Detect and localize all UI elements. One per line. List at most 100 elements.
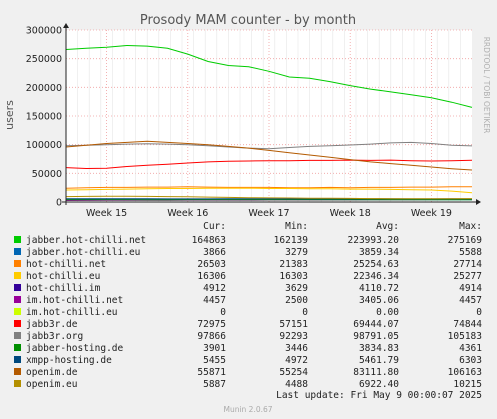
legend-header-max: Max: <box>459 221 482 232</box>
legend-avg-value: 3859.34 <box>359 247 399 258</box>
legend-swatch <box>14 344 21 351</box>
legend-series-name: im.hot-chilli.eu <box>26 307 118 318</box>
x-tick-label: Week 16 <box>167 208 208 219</box>
x-tick-label: Week 18 <box>330 208 371 219</box>
y-axis-arrow <box>63 23 69 28</box>
legend-swatch <box>14 380 21 387</box>
legend-avg-value: 6922.40 <box>359 379 399 390</box>
legend-avg-value: 0.00 <box>376 307 399 318</box>
chart-title: Prosody MAM counter - by month <box>140 13 356 28</box>
legend-max-value: 25277 <box>453 271 482 282</box>
series-line <box>65 159 473 170</box>
legend-avg-value: 83111.80 <box>353 367 399 378</box>
legend-cur-value: 3866 <box>203 247 226 258</box>
series-line <box>65 187 473 194</box>
legend-series-name: jabb3r.de <box>26 319 78 330</box>
legend-series-name: hot-chilli.eu <box>26 271 100 282</box>
legend-series-name: hot-chilli.net <box>26 259 106 270</box>
series-line <box>65 141 473 150</box>
legend-cur-value: 4912 <box>203 283 226 294</box>
legend-header-avg: Avg: <box>376 221 399 232</box>
legend-cur-value: 16306 <box>197 271 226 282</box>
legend-swatch <box>14 332 21 339</box>
y-tick-label: 300000 <box>26 26 62 37</box>
legend-series-name: jabber-hosting.de <box>26 343 124 354</box>
legend-cur-value: 0 <box>220 307 226 318</box>
legend-max-value: 4914 <box>459 283 482 294</box>
legend-min-value: 21383 <box>279 259 308 270</box>
series-line <box>65 44 473 108</box>
x-axis-ticks: Week 15 Week 16 Week 17 Week 18 Week 19 <box>86 208 452 219</box>
legend-series-name: im.hot-chilli.net <box>26 295 123 306</box>
legend-series-name: jabber.hot-chilli.eu <box>26 247 140 258</box>
legend-series-name: openim.de <box>26 367 78 378</box>
legend-max-value: 275169 <box>448 235 483 246</box>
legend-swatch <box>14 236 21 243</box>
series-line <box>65 186 472 189</box>
footer: Munin 2.0.67 <box>223 405 272 414</box>
y-tick-label: 150000 <box>26 112 62 123</box>
legend-max-value: 10215 <box>453 379 482 390</box>
legend-avg-value: 3834.83 <box>359 343 399 354</box>
legend-min-value: 3629 <box>285 283 308 294</box>
legend-swatch <box>14 356 21 363</box>
legend-min-value: 2500 <box>285 295 308 306</box>
x-tick-label: Week 15 <box>86 208 127 219</box>
legend-cur-value: 55871 <box>197 367 226 378</box>
x-tick-label: Week 17 <box>248 208 289 219</box>
legend-avg-value: 25254.63 <box>353 259 399 270</box>
legend-max-value: 5588 <box>459 247 482 258</box>
legend-max-value: 74844 <box>453 319 482 330</box>
plot-area <box>66 30 472 202</box>
y-tick-label: 250000 <box>26 54 62 65</box>
legend-min-value: 57151 <box>279 319 308 330</box>
legend-avg-value: 3405.06 <box>359 295 399 306</box>
legend-header-cur: Cur: <box>203 221 226 232</box>
legend-cur-value: 26503 <box>197 259 226 270</box>
legend-min-value: 16303 <box>279 271 308 282</box>
legend-series-name: jabb3r.org <box>26 331 83 342</box>
legend-cur-value: 4457 <box>203 295 226 306</box>
legend-header-min: Min: <box>285 221 308 232</box>
legend-swatch <box>14 308 21 315</box>
legend-min-value: 4488 <box>285 379 308 390</box>
legend-cur-value: 72975 <box>197 319 226 330</box>
grid <box>66 29 472 202</box>
legend-series-name: jabber.hot-chilli.net <box>26 235 146 246</box>
legend-series-name: xmpp-hosting.de <box>26 355 112 366</box>
x-tick-label: Week 19 <box>411 208 452 219</box>
y-tick-label: 0 <box>56 198 62 209</box>
legend-cur-value: 97866 <box>197 331 226 342</box>
y-tick-label: 100000 <box>26 140 62 151</box>
y-tick-label: 200000 <box>26 83 62 94</box>
legend-min-value: 3279 <box>285 247 308 258</box>
legend-swatch <box>14 248 21 255</box>
legend-avg-value: 69444.07 <box>353 319 399 330</box>
legend-min-value: 3446 <box>285 343 308 354</box>
legend-avg-value: 4110.72 <box>359 283 399 294</box>
legend-cur-value: 3901 <box>203 343 226 354</box>
y-axis-label: users <box>3 100 16 130</box>
legend-series-name: hot-chilli.im <box>26 283 101 294</box>
legend-swatch <box>14 272 21 279</box>
series-line <box>65 195 473 200</box>
legend-max-value: 0 <box>476 307 482 318</box>
x-axis-arrow <box>476 199 481 205</box>
series-line <box>65 140 473 171</box>
legend-cur-value: 5887 <box>203 379 226 390</box>
legend-max-value: 27714 <box>453 259 482 270</box>
legend-swatch <box>14 260 21 267</box>
legend-max-value: 105183 <box>448 331 482 342</box>
legend-max-value: 4457 <box>459 295 482 306</box>
legend-min-value: 4972 <box>285 355 308 366</box>
legend-avg-value: 223993.20 <box>348 235 400 246</box>
legend-min-value: 162139 <box>274 235 309 246</box>
legend-cur-value: 5455 <box>203 355 226 366</box>
legend-rows: jabber.hot-chilli.net 164863 162139 223993.… <box>14 235 482 390</box>
legend-max-value: 6303 <box>459 355 482 366</box>
legend-avg-value: 5461.79 <box>359 355 399 366</box>
legend: Cur: Min: Avg: Max: jabber.hot-chilli.ne… <box>14 221 482 390</box>
legend-series-name: openim.eu <box>26 379 77 390</box>
legend-avg-value: 98791.05 <box>353 331 399 342</box>
